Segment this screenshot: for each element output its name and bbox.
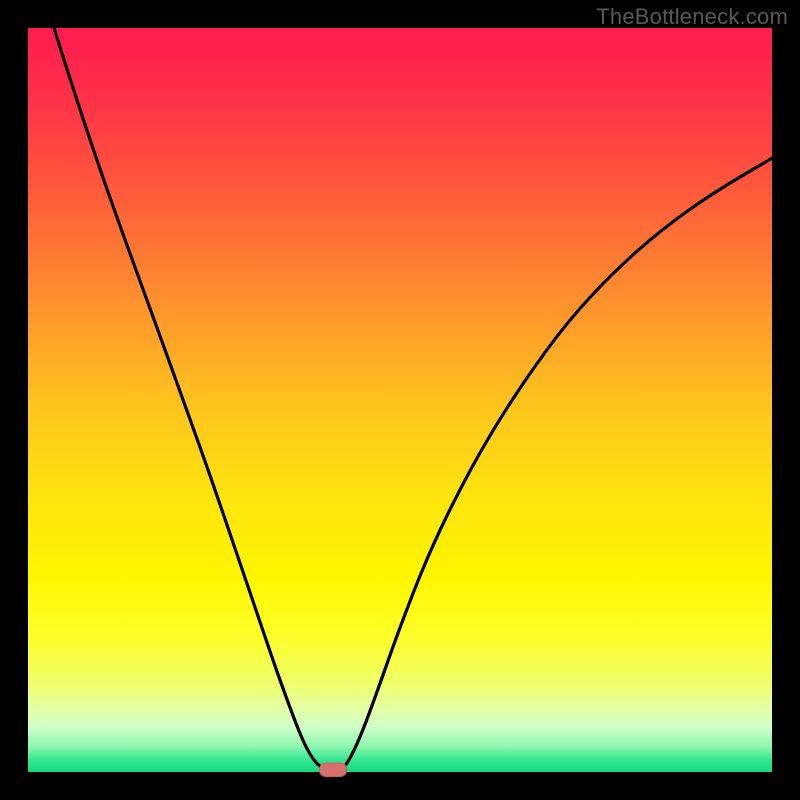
gradient-background — [28, 28, 772, 772]
chart-frame: TheBottleneck.com — [0, 0, 800, 800]
bottleneck-chart — [0, 0, 800, 800]
optimum-marker — [320, 763, 347, 776]
watermark-text: TheBottleneck.com — [596, 4, 788, 30]
